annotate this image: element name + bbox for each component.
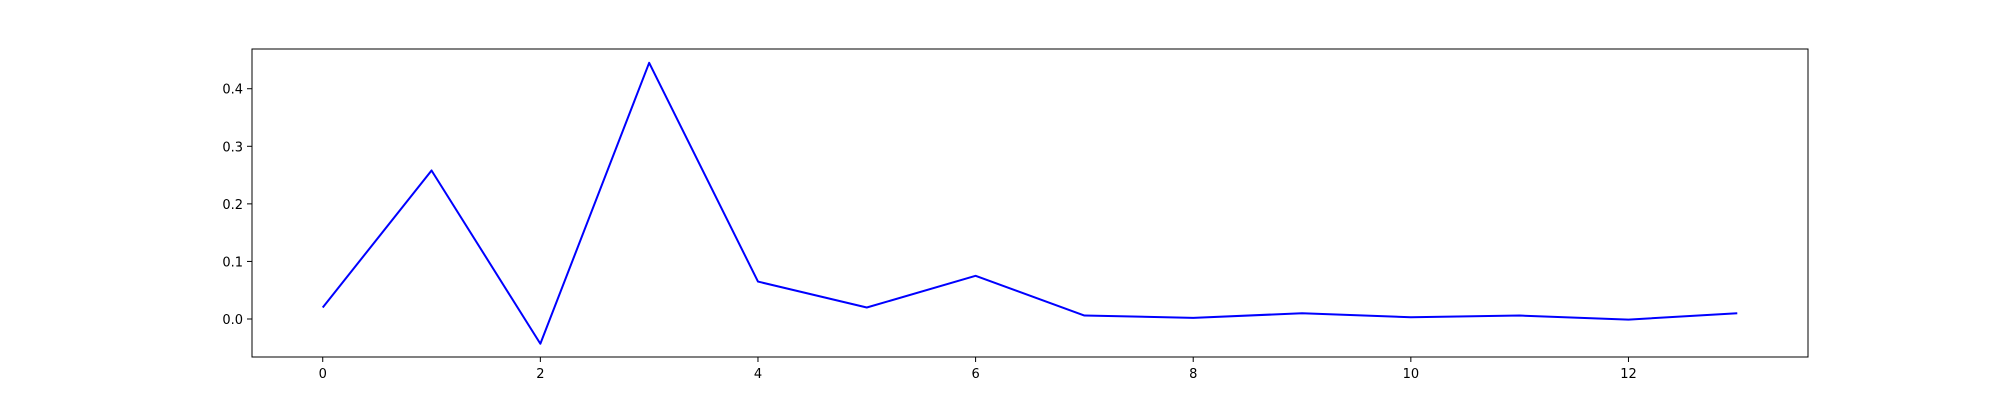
y-tick-label: 0.3 — [222, 140, 243, 155]
x-tick-label: 2 — [536, 367, 544, 382]
x-tick-label: 8 — [1189, 367, 1197, 382]
x-tick-label: 4 — [754, 367, 762, 382]
y-tick-label: 0.2 — [222, 198, 243, 213]
plot-area — [321, 61, 1738, 345]
axes-frame — [251, 48, 1809, 358]
x-tick-label: 12 — [1620, 367, 1637, 382]
y-tick-label: 0.0 — [222, 313, 243, 328]
series-line-0 — [321, 61, 1738, 345]
y-axis: 0.0 0.1 0.2 0.3 0.4 — [222, 83, 252, 328]
x-tick-label: 6 — [971, 367, 979, 382]
x-axis: 0 2 4 6 8 10 12 — [319, 357, 1637, 382]
y-tick-label: 0.4 — [222, 83, 243, 98]
x-tick-label: 10 — [1403, 367, 1420, 382]
x-tick-label: 0 — [319, 367, 327, 382]
y-tick-label: 0.1 — [222, 255, 243, 270]
